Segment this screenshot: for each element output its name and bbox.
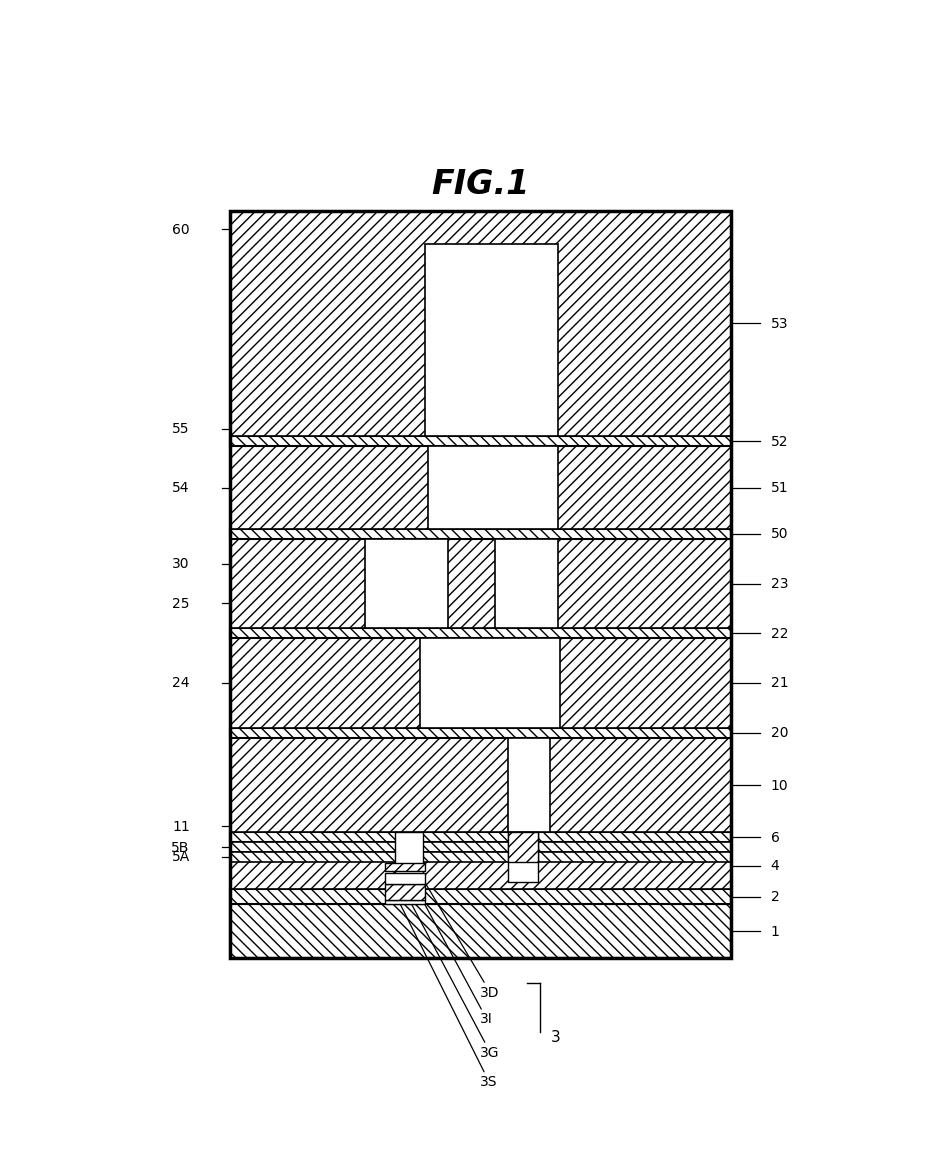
Bar [385, 863, 425, 872]
Text: 4: 4 [769, 859, 779, 873]
Text: 51: 51 [769, 481, 787, 495]
Bar [229, 729, 730, 738]
Text: 60: 60 [172, 223, 189, 237]
Bar [229, 852, 730, 862]
Bar [229, 738, 730, 833]
Text: 3S: 3S [399, 902, 497, 1089]
Text: 6: 6 [769, 831, 779, 845]
Bar [385, 874, 425, 884]
Bar [229, 529, 730, 539]
Bar [229, 539, 730, 629]
Bar [229, 833, 730, 842]
Bar [425, 245, 557, 437]
Text: 3: 3 [550, 1030, 560, 1045]
Text: 1: 1 [769, 924, 779, 938]
Text: FIG.1: FIG.1 [431, 168, 529, 201]
Bar [229, 842, 730, 889]
Bar [495, 539, 557, 629]
Bar [229, 437, 730, 446]
Text: 30: 30 [172, 557, 189, 571]
Text: 23: 23 [769, 576, 787, 590]
Text: 3I: 3I [410, 878, 492, 1026]
Text: 52: 52 [769, 435, 787, 449]
Bar [229, 889, 730, 904]
Bar [229, 904, 730, 959]
Text: 2: 2 [769, 890, 779, 904]
Text: 54: 54 [172, 481, 189, 495]
Text: 3D: 3D [416, 867, 499, 999]
Text: 11: 11 [172, 819, 189, 833]
Text: 25: 25 [172, 596, 189, 610]
Bar [385, 884, 425, 901]
Bar [427, 446, 557, 529]
Bar [395, 833, 422, 885]
Text: 5A: 5A [171, 849, 189, 863]
Text: 22: 22 [769, 626, 787, 640]
Text: 20: 20 [769, 726, 787, 740]
Bar [507, 833, 537, 882]
Bar [229, 638, 730, 729]
Text: 10: 10 [769, 779, 787, 792]
Bar [229, 211, 730, 959]
Bar [229, 842, 730, 852]
Bar [385, 901, 425, 904]
Bar [507, 833, 537, 862]
Bar [229, 629, 730, 638]
Text: 3G: 3G [404, 892, 499, 1059]
Bar [365, 539, 447, 629]
Bar [229, 446, 730, 529]
Text: 53: 53 [769, 317, 787, 331]
Text: 55: 55 [172, 422, 189, 436]
Bar [507, 738, 549, 833]
Text: 5B: 5B [171, 840, 189, 854]
Text: 21: 21 [769, 676, 787, 690]
Text: 50: 50 [769, 528, 787, 541]
Bar [419, 638, 560, 729]
Text: 24: 24 [172, 676, 189, 690]
Bar [229, 211, 730, 437]
